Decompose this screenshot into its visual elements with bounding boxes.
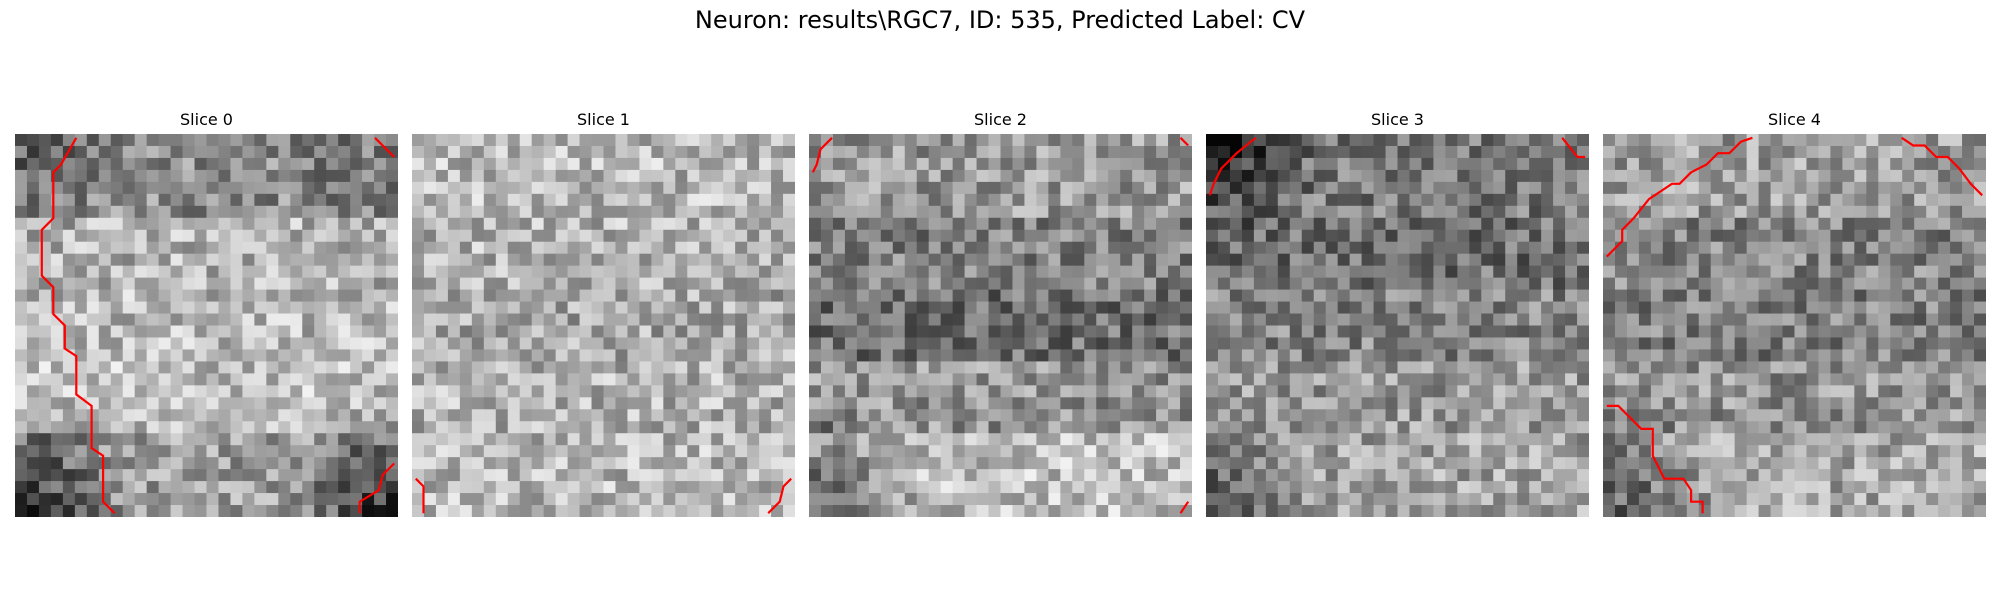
slice-image-3 — [1206, 134, 1589, 517]
slice-title: Slice 4 — [1768, 110, 1821, 129]
slice-image-2 — [809, 134, 1192, 517]
slice-image-0 — [15, 134, 398, 517]
contour-line — [374, 137, 395, 158]
slice-title: Slice 0 — [180, 110, 233, 129]
contour-line — [1901, 136, 1983, 197]
contour-line — [1561, 137, 1586, 159]
slice-title: Slice 3 — [1371, 110, 1424, 129]
pixel-texture — [15, 134, 398, 517]
slice-title: Slice 2 — [974, 110, 1027, 129]
contour-line — [811, 137, 833, 173]
figure-title: Neuron: results\RGC7, ID: 535, Predicted… — [694, 6, 1306, 34]
slice-panel-2: Slice 2 — [809, 110, 1192, 520]
contour-line — [1606, 136, 1753, 258]
contour-line — [415, 477, 425, 514]
contour-line — [767, 477, 792, 514]
slice-panel-0: Slice 0 — [15, 110, 398, 520]
pixel-texture — [809, 134, 1192, 517]
pixel-texture — [412, 134, 795, 517]
contour-line — [1179, 501, 1190, 514]
contour-line — [1208, 136, 1257, 196]
contour-line — [1606, 404, 1704, 514]
contour-line — [1179, 137, 1189, 147]
contour-line — [40, 137, 116, 514]
slice-title: Slice 1 — [577, 110, 630, 129]
slice-panel-4: Slice 4 — [1603, 110, 1986, 520]
contour-line — [358, 462, 395, 514]
slice-panel-1: Slice 1 — [412, 110, 795, 520]
slice-image-1 — [412, 134, 795, 517]
slice-panel-3: Slice 3 — [1206, 110, 1589, 520]
pixel-texture — [1206, 134, 1589, 517]
slice-image-4 — [1603, 134, 1986, 517]
